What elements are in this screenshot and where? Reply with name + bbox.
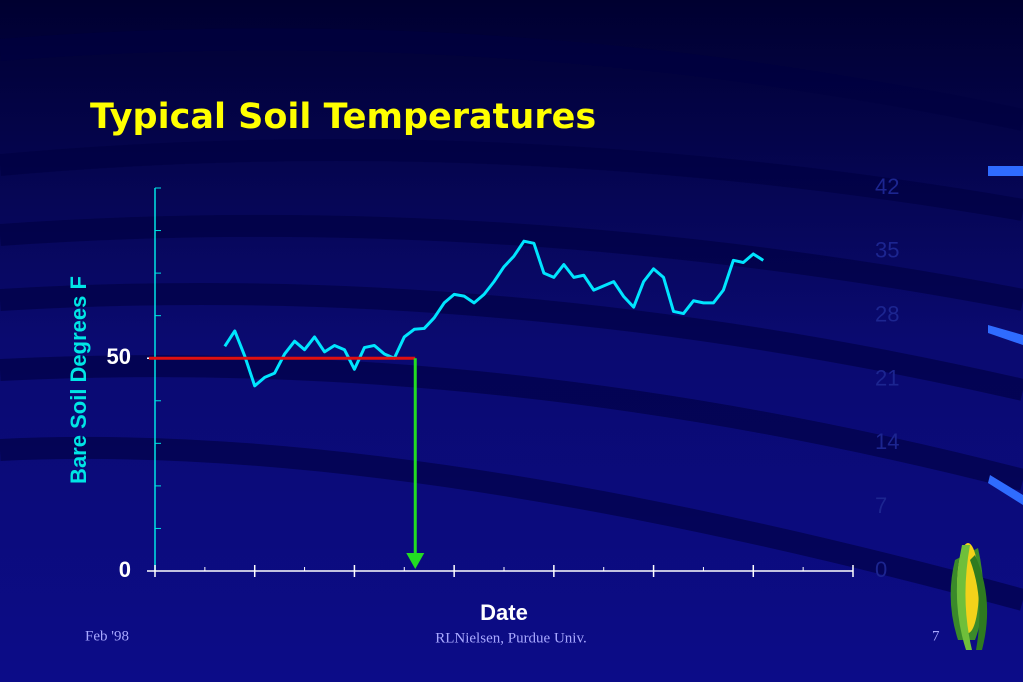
y2-tick-label: 14 [875,429,899,454]
line-series [223,239,765,388]
footer-date: Feb '98 [85,628,129,644]
arrow-head [406,553,425,569]
y2-tick-label: 35 [875,238,899,263]
y2-tick-label: 42 [875,174,899,199]
y2-tick-label: 21 [875,365,899,390]
plot: 0 7 14 21 28 35 42 0 50 [107,174,900,582]
corn-icon [950,543,988,650]
x-axis-title: Date [480,600,528,625]
y2-tick-label: 7 [875,493,887,518]
y-tick-label: 50 [107,344,131,369]
page-number: 7 [932,628,940,644]
y2-tick-label: 0 [875,557,887,582]
footer-author: RLNielsen, Purdue Univ. [435,630,587,646]
y-axis-title: Bare Soil Degrees F [66,276,91,484]
y-tick-label: 0 [119,557,131,582]
background-stripes [0,28,1023,611]
side-dashes [988,166,1023,505]
chart-title: Typical Soil Temperatures [90,97,596,137]
y2-tick-label: 28 [875,301,899,326]
